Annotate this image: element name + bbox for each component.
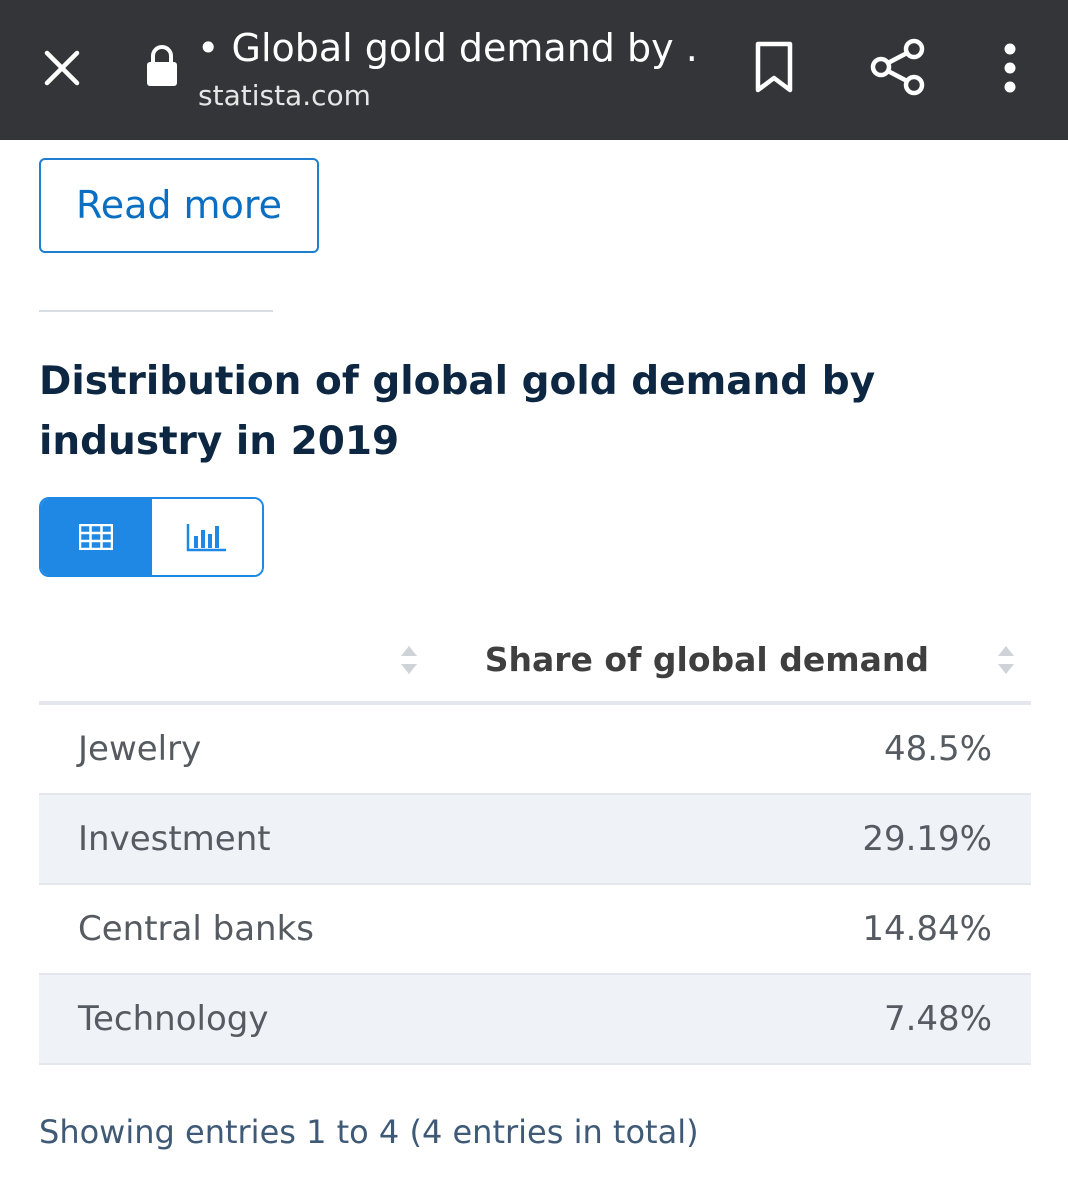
row-label: Jewelry	[78, 729, 202, 769]
statistic-title: Distribution of global gold demand by in…	[39, 359, 876, 464]
table-icon	[79, 524, 114, 550]
tab-title[interactable]: • Global gold demand by ...	[197, 26, 697, 70]
row-label: Central banks	[78, 909, 314, 949]
table-body: Jewelry 48.5% Investment 29.19% Central …	[39, 705, 1031, 1065]
bar-chart-icon	[186, 524, 226, 552]
row-value: 48.5%	[883, 729, 992, 769]
row-label: Technology	[78, 999, 269, 1039]
share-icon[interactable]	[870, 38, 926, 96]
bookmark-icon[interactable]	[752, 40, 796, 94]
divider	[39, 310, 273, 312]
row-label: Investment	[78, 819, 271, 859]
browser-toolbar: • Global gold demand by ... statista.com	[0, 0, 1068, 140]
row-value: 29.19%	[862, 819, 992, 859]
entries-info: Showing entries 1 to 4 (4 entries in tot…	[39, 1113, 699, 1151]
view-toggle	[39, 497, 264, 577]
more-vert-icon[interactable]	[990, 40, 1030, 96]
table-row: Investment 29.19%	[39, 795, 1031, 885]
close-icon[interactable]	[40, 46, 84, 90]
chart-view-button[interactable]	[151, 499, 262, 575]
lock-icon	[147, 45, 177, 86]
table-header: Share of global demand	[39, 615, 1031, 705]
sort-icon[interactable]	[995, 643, 1017, 677]
row-value: 14.84%	[862, 909, 992, 949]
table-row: Central banks 14.84%	[39, 885, 1031, 975]
table-row: Jewelry 48.5%	[39, 705, 1031, 795]
read-more-button[interactable]: Read more	[39, 158, 319, 253]
page-url[interactable]: statista.com	[198, 79, 371, 112]
column-header-share[interactable]: Share of global demand	[484, 640, 929, 679]
table-row: Technology 7.48%	[39, 975, 1031, 1065]
sort-icon[interactable]	[398, 643, 420, 677]
row-value: 7.48%	[883, 999, 992, 1039]
table-view-button[interactable]	[41, 499, 152, 575]
